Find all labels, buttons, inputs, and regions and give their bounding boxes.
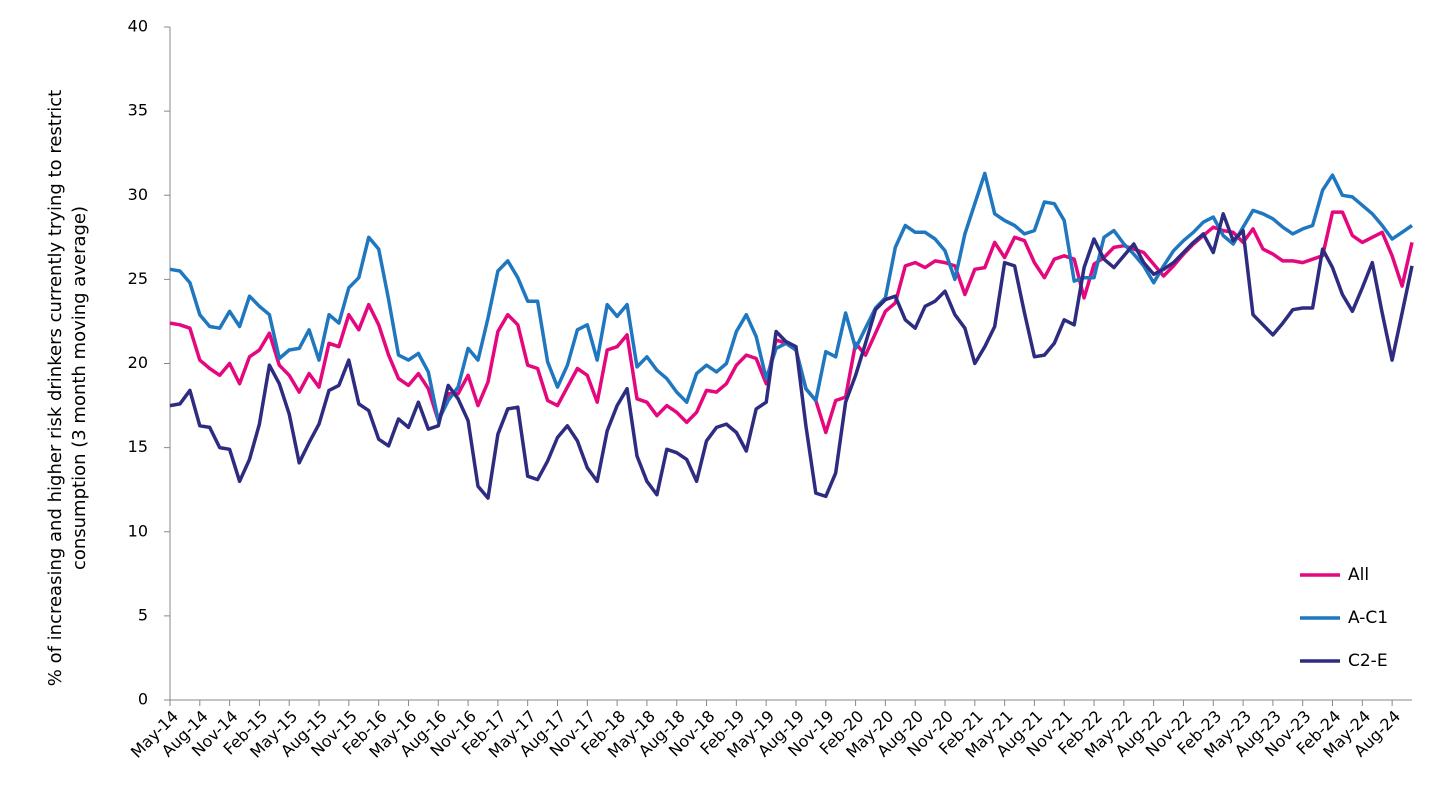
series-line [169, 171, 1413, 423]
y-tick-label: 35 [128, 101, 148, 120]
y-tick-label: 40 [128, 17, 148, 36]
y-tick-label: 0 [138, 690, 148, 709]
y-tick-label: 5 [138, 605, 148, 624]
y-tick-label: 20 [128, 353, 148, 372]
y-axis-label: % of increasing and higher risk drinkers… [45, 89, 90, 687]
y-tick-label: 10 [128, 521, 148, 540]
legend-label: A-C1 [1348, 608, 1388, 628]
y-tick-label: 15 [128, 437, 148, 456]
y-tick-label: 30 [128, 185, 148, 204]
y-tick-label: 25 [128, 269, 148, 288]
legend-label: All [1348, 565, 1369, 585]
series-line [169, 212, 1414, 500]
legend-label: C2-E [1348, 651, 1388, 671]
